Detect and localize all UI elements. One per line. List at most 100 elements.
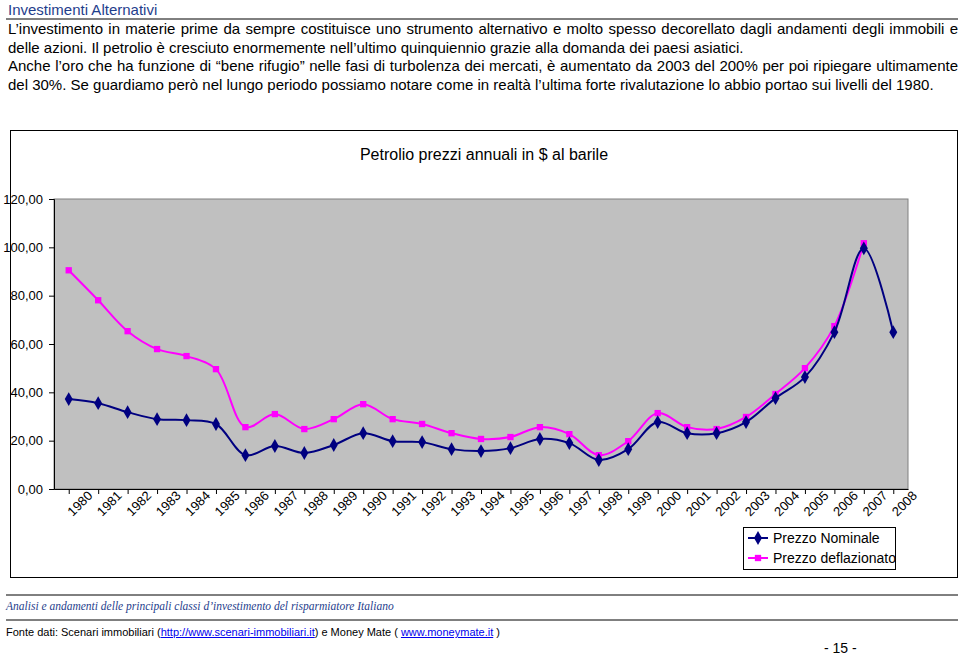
y-tick: 60,00 — [10, 337, 54, 352]
x-axis: 1980198119821983198419851986198719881989… — [55, 488, 920, 519]
series-marker — [272, 411, 278, 417]
x-tick: 1996 — [536, 488, 567, 519]
series-marker — [448, 430, 454, 436]
paragraph: L’investimento in materie prime da sempr… — [8, 20, 958, 57]
legend: Prezzo Nominale Prezzo deflazionato — [744, 528, 897, 570]
x-tick-mark — [540, 489, 541, 494]
series-line — [69, 248, 894, 460]
chart-title: Petrolio prezzi annuali in $ al barile — [360, 146, 608, 163]
x-tick-label: 1992 — [418, 488, 449, 519]
x-tick-mark — [452, 489, 453, 494]
x-tick-mark — [510, 489, 511, 494]
x-tick: 2001 — [683, 488, 714, 519]
y-tick-mark — [49, 392, 54, 393]
x-tick: 1982 — [123, 488, 154, 519]
legend-label: Prezzo deflazionato — [773, 550, 896, 566]
series-marker — [536, 432, 544, 446]
legend-label: Prezzo Nominale — [773, 530, 880, 546]
footer-source: Fonte dati: Scenari immobiliari (http://… — [6, 626, 500, 638]
series-marker — [65, 392, 73, 406]
x-tick-label: 2003 — [742, 488, 773, 519]
x-tick-label: 1983 — [153, 488, 184, 519]
x-tick-mark — [775, 489, 776, 494]
series-marker — [183, 413, 191, 427]
x-tick-mark — [628, 489, 629, 494]
y-tick: 80,00 — [10, 288, 54, 303]
footer-rule — [6, 595, 958, 596]
series-marker — [389, 416, 395, 422]
y-tick-label: 80,00 — [10, 288, 43, 303]
x-tick-label: 2006 — [830, 488, 861, 519]
x-tick: 2006 — [830, 488, 861, 519]
y-tick-label: 60,00 — [10, 337, 43, 352]
x-tick-mark — [658, 489, 659, 494]
x-tick-mark — [687, 489, 688, 494]
x-tick-mark — [363, 489, 364, 494]
x-tick-mark — [864, 489, 865, 494]
x-tick-label: 1997 — [565, 488, 596, 519]
x-tick-label: 2002 — [712, 488, 743, 519]
x-tick: 1983 — [153, 488, 184, 519]
header-rule — [6, 19, 958, 20]
x-tick-label: 2008 — [889, 488, 920, 519]
series-marker — [889, 325, 897, 339]
y-tick-label: 0,00 — [18, 482, 43, 497]
x-tick-mark — [187, 489, 188, 494]
series-marker — [300, 446, 308, 460]
y-tick-mark — [49, 199, 54, 200]
x-tick-label: 1990 — [359, 488, 390, 519]
series-marker — [448, 442, 456, 456]
series-marker — [66, 267, 72, 273]
series-marker — [507, 434, 513, 440]
y-tick-label: 100,00 — [3, 240, 43, 255]
source-text: ) — [493, 626, 500, 638]
x-tick: 2008 — [889, 488, 920, 519]
source-text: Fonte dati: Scenari immobiliari ( — [6, 626, 161, 638]
series-marker — [565, 436, 573, 450]
x-tick: 1992 — [418, 488, 449, 519]
x-tick-label: 1996 — [536, 488, 567, 519]
series-marker — [418, 435, 426, 449]
x-tick-label: 1999 — [624, 488, 655, 519]
footer-caption: Analisi e andamenti delle principali cla… — [6, 600, 394, 612]
x-tick-label: 1988 — [300, 488, 331, 519]
x-tick-label: 1995 — [506, 488, 537, 519]
page-number: - 15 - — [824, 640, 857, 655]
page-graphics: Petrolio prezzi annuali in $ al barile 0,… — [0, 0, 960, 655]
x-tick-mark — [245, 489, 246, 494]
x-tick: 2000 — [653, 488, 684, 519]
legend-marker — [755, 555, 761, 561]
series-marker — [241, 448, 249, 462]
series-marker — [624, 442, 632, 456]
series-marker — [153, 412, 161, 426]
x-tick: 1990 — [359, 488, 390, 519]
series-marker — [94, 396, 102, 410]
x-tick-label: 1987 — [270, 488, 301, 519]
x-tick-mark — [334, 489, 335, 494]
chart-frame — [11, 131, 958, 578]
y-axis-line — [49, 200, 55, 490]
x-tick-mark — [275, 489, 276, 494]
x-tick-mark — [834, 489, 835, 494]
series-marker — [537, 424, 543, 430]
y-tick-mark — [49, 344, 54, 345]
source-link[interactable]: www.moneymate.it — [401, 626, 493, 638]
body-text: L’investimento in materie prime da sempr… — [8, 20, 958, 94]
series-marker — [154, 346, 160, 352]
x-tick: 1993 — [447, 488, 478, 519]
y-tick: 0,00 — [18, 482, 54, 497]
x-tick: 1999 — [624, 488, 655, 519]
series-marker — [477, 444, 485, 458]
series-group — [65, 240, 898, 467]
series-marker — [419, 421, 425, 427]
x-tick: 1984 — [182, 488, 213, 519]
series-marker — [389, 434, 397, 448]
series-marker — [124, 405, 132, 419]
source-link[interactable]: http://www.scenari-immobiliari.it — [161, 626, 315, 638]
x-tick-mark — [746, 489, 747, 494]
series-marker — [801, 370, 809, 384]
x-tick-mark — [393, 489, 394, 494]
x-tick: 1987 — [270, 488, 301, 519]
series-marker — [331, 416, 337, 422]
x-tick-label: 1982 — [123, 488, 154, 519]
